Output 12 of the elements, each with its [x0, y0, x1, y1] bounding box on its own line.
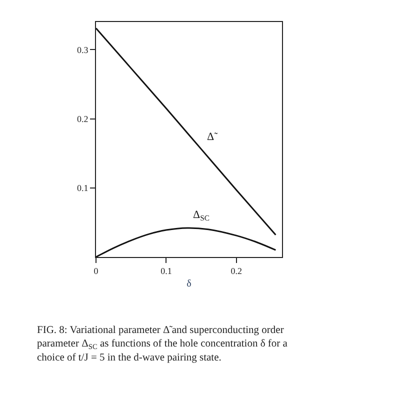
series-label: Δ$_{SC}$ [193, 209, 210, 222]
line-series [96, 27, 276, 236]
y-tick-label: 0.1 [76, 183, 88, 194]
caption: FIG. 8: Variational parameter Δ̃ and superconducting order parameter Δ$_{SC}$ as functions of the hole concentration δ for a choice of t/J = 5 in the d-wave pairing state. [37, 325, 288, 364]
y-tick-label: 0.2 [76, 114, 88, 124]
line-series [96, 227, 276, 257]
x-tick-label: 0.2 [230, 266, 242, 276]
x-tick-label: 0.1 [160, 266, 172, 276]
series-label: Δ̃ [207, 131, 218, 143]
x-tick-label: 0 [94, 266, 99, 276]
y-tick-label: 0.3 [76, 44, 89, 55]
x-axis-title: δ [186, 278, 192, 290]
